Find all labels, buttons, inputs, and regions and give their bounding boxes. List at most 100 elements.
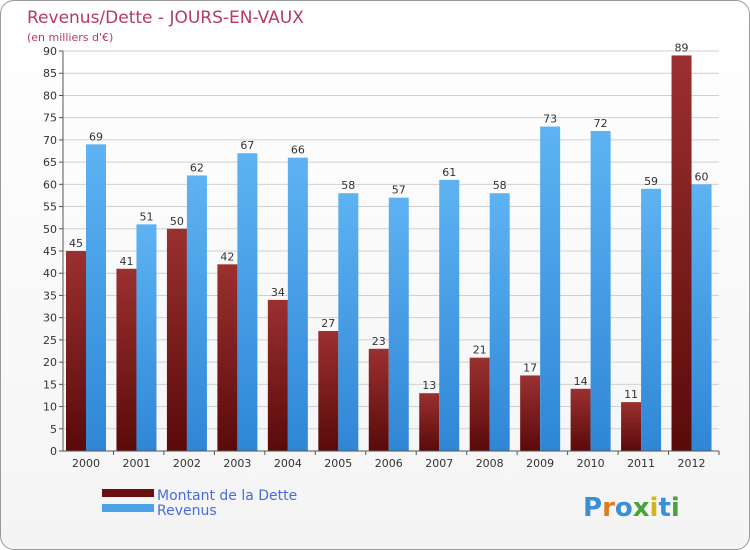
y-axis: 0 5 10 15 20 25 30 35 40 45 50 55 60 65 70 75 80 85 90	[43, 45, 64, 458]
x-tick-label: 2007	[425, 457, 453, 470]
value-label-debt: 50	[170, 215, 184, 228]
legend-label-debt: Montant de la Dette	[157, 488, 297, 504]
y-tick-label: 70	[43, 134, 57, 147]
value-label-debt: 23	[372, 335, 386, 348]
bar-debt	[267, 299, 288, 451]
x-tick-label: 2000	[72, 457, 100, 470]
y-tick-label: 90	[43, 45, 57, 58]
y-tick-label: 10	[43, 401, 57, 414]
value-label-revenus: 69	[89, 130, 103, 143]
bar-revenus	[590, 131, 611, 451]
bar-revenus	[489, 193, 510, 451]
bar-revenus	[388, 197, 409, 451]
value-label-revenus: 66	[291, 144, 305, 157]
value-label-revenus: 67	[240, 139, 254, 152]
y-tick-label: 0	[50, 445, 57, 458]
value-label-revenus: 73	[543, 113, 557, 126]
value-label-debt: 34	[271, 286, 285, 299]
value-label-revenus: 72	[594, 117, 608, 130]
value-label-debt: 27	[321, 317, 335, 330]
logo-letter: o	[615, 493, 633, 523]
logo-letter: i	[650, 493, 659, 523]
value-label-debt: 89	[675, 41, 689, 54]
chart-subtitle: (en milliers d'€)	[27, 31, 113, 44]
bar-debt	[318, 331, 339, 451]
x-tick-label: 2011	[627, 457, 655, 470]
bar-revenus	[136, 224, 157, 451]
x-tick-label: 2003	[223, 457, 251, 470]
value-label-debt: 11	[624, 388, 638, 401]
x-tick-label: 2009	[526, 457, 554, 470]
bar-debt	[116, 268, 137, 451]
bar-revenus	[641, 188, 662, 451]
bar-debt	[621, 402, 642, 451]
value-label-revenus: 58	[341, 179, 355, 192]
bars: 45 69 41 51 50 62 42 67 34 66 27 58 23 57 13 61 21 58 17 73…	[66, 41, 712, 452]
x-tick-label: 2004	[274, 457, 302, 470]
y-tick-label: 35	[43, 289, 57, 302]
bar-revenus	[439, 179, 460, 451]
logo-letter: x	[633, 493, 650, 523]
y-tick-label: 50	[43, 223, 57, 236]
y-tick-label: 85	[43, 67, 57, 80]
y-tick-label: 55	[43, 201, 57, 214]
bar-debt	[520, 375, 541, 451]
bar-debt	[66, 251, 86, 451]
bar-debt	[469, 357, 490, 451]
bar-debt	[570, 388, 591, 451]
value-label-debt: 45	[69, 237, 83, 250]
x-tick-label: 2001	[122, 457, 150, 470]
value-label-revenus: 60	[695, 170, 709, 183]
y-tick-label: 80	[43, 89, 57, 102]
logo-letter: i	[671, 493, 680, 523]
chart-title: Revenus/Dette - JOURS-EN-VAUX	[27, 8, 304, 28]
legend-swatch-debt	[102, 489, 154, 497]
x-tick-label: 2006	[375, 457, 403, 470]
value-label-debt: 14	[574, 375, 588, 388]
value-label-debt: 21	[473, 344, 487, 357]
logo-letter: r	[602, 493, 615, 523]
y-tick-label: 40	[43, 267, 57, 280]
value-label-debt: 13	[422, 379, 436, 392]
x-tick-label: 2010	[577, 457, 605, 470]
bar-revenus	[186, 175, 207, 451]
bar-revenus	[691, 184, 712, 452]
proxiti-logo: Proxiti	[583, 493, 680, 523]
bar-revenus	[287, 157, 308, 451]
y-tick-label: 65	[43, 156, 57, 169]
x-tick-label: 2012	[678, 457, 706, 470]
bar-revenus	[86, 144, 106, 452]
bar-debt	[419, 393, 440, 451]
x-tick-label: 2002	[173, 457, 201, 470]
y-tick-label: 5	[50, 423, 57, 436]
y-tick-label: 60	[43, 178, 57, 191]
value-label-revenus: 51	[139, 210, 153, 223]
value-label-debt: 17	[523, 361, 537, 374]
y-tick-label: 30	[43, 312, 57, 325]
bar-revenus	[338, 193, 359, 451]
bar-revenus	[540, 126, 561, 452]
x-axis: 2000 2001 2002 2003 2004 2005 2006 2007 2008 2009…	[63, 450, 720, 470]
x-tick-label: 2008	[476, 457, 504, 470]
bar-debt	[368, 348, 389, 451]
y-tick-label: 45	[43, 245, 57, 258]
bar-debt	[217, 264, 238, 451]
legend: Montant de la Dette Revenus	[102, 488, 297, 519]
x-tick-label: 2005	[324, 457, 352, 470]
legend-label-revenus: Revenus	[157, 503, 217, 519]
y-tick-label: 25	[43, 334, 57, 347]
y-tick-label: 15	[43, 378, 57, 391]
value-label-revenus: 62	[190, 161, 204, 174]
logo-letter: P	[583, 493, 602, 523]
value-label-debt: 41	[119, 255, 133, 268]
bar-debt	[166, 228, 187, 451]
legend-swatch-revenus	[102, 504, 154, 512]
value-label-revenus: 58	[493, 179, 507, 192]
y-tick-label: 75	[43, 112, 57, 125]
value-label-debt: 42	[220, 250, 234, 263]
value-label-revenus: 57	[392, 184, 406, 197]
bar-revenus	[237, 153, 258, 451]
logo-letter: t	[658, 493, 670, 523]
